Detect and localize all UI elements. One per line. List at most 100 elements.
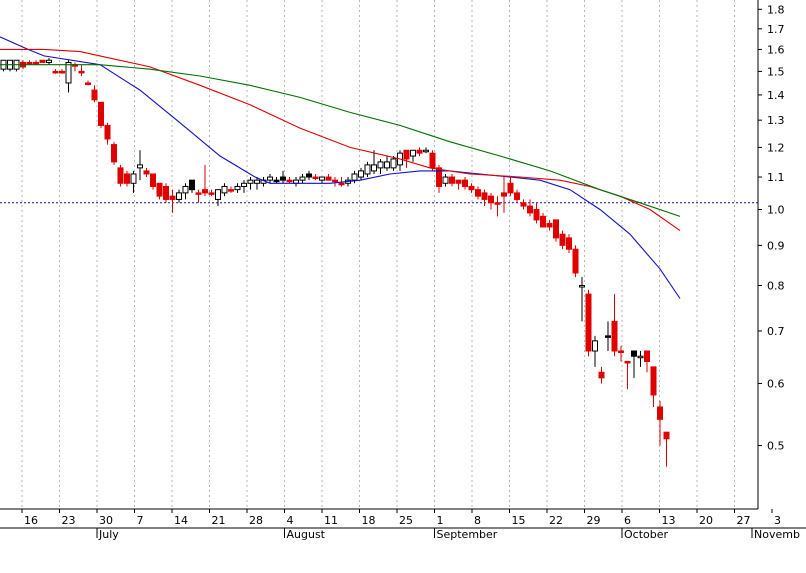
- candle: [644, 350, 650, 373]
- x-tick-label: 13: [662, 514, 676, 527]
- candle: [124, 170, 130, 187]
- candle: [208, 189, 215, 197]
- candle: [78, 64, 85, 76]
- candle: [494, 196, 501, 217]
- candle: [26, 60, 33, 65]
- candle: [364, 161, 371, 178]
- candle: [546, 219, 553, 231]
- candle: [143, 167, 150, 178]
- candles-layer: [0, 58, 670, 467]
- candle: [280, 170, 286, 184]
- candle: [72, 62, 78, 72]
- candle: [559, 230, 566, 250]
- month-label: Novemb: [754, 528, 800, 541]
- candle: [104, 122, 111, 145]
- y-tick-label: 1.0: [767, 203, 785, 216]
- candle: [533, 202, 540, 224]
- candle: [150, 173, 156, 190]
- candle: [390, 156, 397, 171]
- grid-layer: [0, 0, 758, 509]
- candle: [442, 173, 449, 187]
- y-tick-label: 0.8: [767, 279, 785, 292]
- candle: [267, 173, 273, 184]
- x-tick-label: 16: [24, 514, 38, 527]
- candle: [221, 183, 228, 197]
- candle: [117, 164, 124, 187]
- candle: [618, 345, 624, 362]
- candle: [319, 176, 325, 184]
- x-tick-label: 7: [137, 514, 144, 527]
- x-tick-label: 14: [174, 514, 188, 527]
- candle: [449, 173, 455, 187]
- candle: [7, 59, 13, 72]
- x-tick-label: 11: [324, 514, 338, 527]
- candle: [65, 60, 72, 93]
- y-tick-label: 1.3: [767, 114, 785, 127]
- y-tick-label: 1.1: [767, 171, 785, 184]
- x-tick-label: 1: [437, 514, 444, 527]
- y-tick-label: 1.8: [767, 3, 785, 16]
- x-tick-label: 22: [549, 514, 563, 527]
- candle: [566, 234, 572, 254]
- x-tick-label: 8: [474, 514, 481, 527]
- candle: [195, 189, 202, 203]
- candle: [299, 173, 306, 184]
- candle: [176, 189, 182, 203]
- y-tick-label: 0.5: [767, 440, 785, 453]
- candle: [52, 69, 59, 74]
- moving-average-line-2: [0, 48, 681, 232]
- candle: [520, 199, 527, 210]
- candle: [384, 156, 390, 171]
- candle: [130, 170, 137, 193]
- candle: [59, 69, 65, 74]
- candle: [462, 177, 468, 190]
- candle: [286, 177, 293, 184]
- x-tick-label: 25: [399, 514, 413, 527]
- x-tick-label: 20: [699, 514, 713, 527]
- candle: [247, 177, 254, 190]
- x-tick-label: 3: [774, 514, 781, 527]
- candle: [358, 167, 364, 181]
- candle: [91, 85, 98, 103]
- candle: [585, 289, 592, 357]
- candle: [455, 179, 462, 190]
- candle: [182, 183, 189, 200]
- candle: [553, 219, 559, 242]
- moving-average-lines: [0, 36, 681, 299]
- candle: [501, 177, 507, 213]
- y-tick-label: 0.9: [767, 239, 785, 252]
- month-label: August: [287, 528, 326, 541]
- candle: [624, 360, 631, 390]
- candle: [228, 186, 234, 193]
- candle: [156, 182, 163, 200]
- moving-average-line-3: [0, 64, 681, 217]
- candle: [592, 335, 598, 367]
- candle: [39, 59, 46, 63]
- x-tick-label: 23: [62, 514, 76, 527]
- x-tick-label: 21: [212, 514, 226, 527]
- y-tick-label: 1.5: [767, 65, 785, 78]
- candle: [663, 431, 670, 467]
- candle: [488, 192, 494, 210]
- candle: [169, 189, 176, 213]
- candle: [397, 150, 403, 171]
- candle: [540, 212, 546, 228]
- candle: [468, 183, 475, 193]
- candle: [403, 149, 410, 168]
- candle: [481, 189, 488, 207]
- candle: [137, 150, 143, 181]
- candle: [423, 147, 429, 154]
- x-tick-label: 6: [624, 514, 631, 527]
- candle: [650, 366, 657, 407]
- candle: [631, 350, 637, 378]
- candle: [312, 173, 319, 181]
- candle: [254, 177, 260, 190]
- candle: [202, 164, 208, 197]
- candle: [598, 366, 605, 384]
- y-tick-label: 1.6: [767, 43, 785, 56]
- candle: [377, 158, 384, 174]
- x-tick-label: 27: [737, 514, 751, 527]
- candle: [13, 59, 20, 72]
